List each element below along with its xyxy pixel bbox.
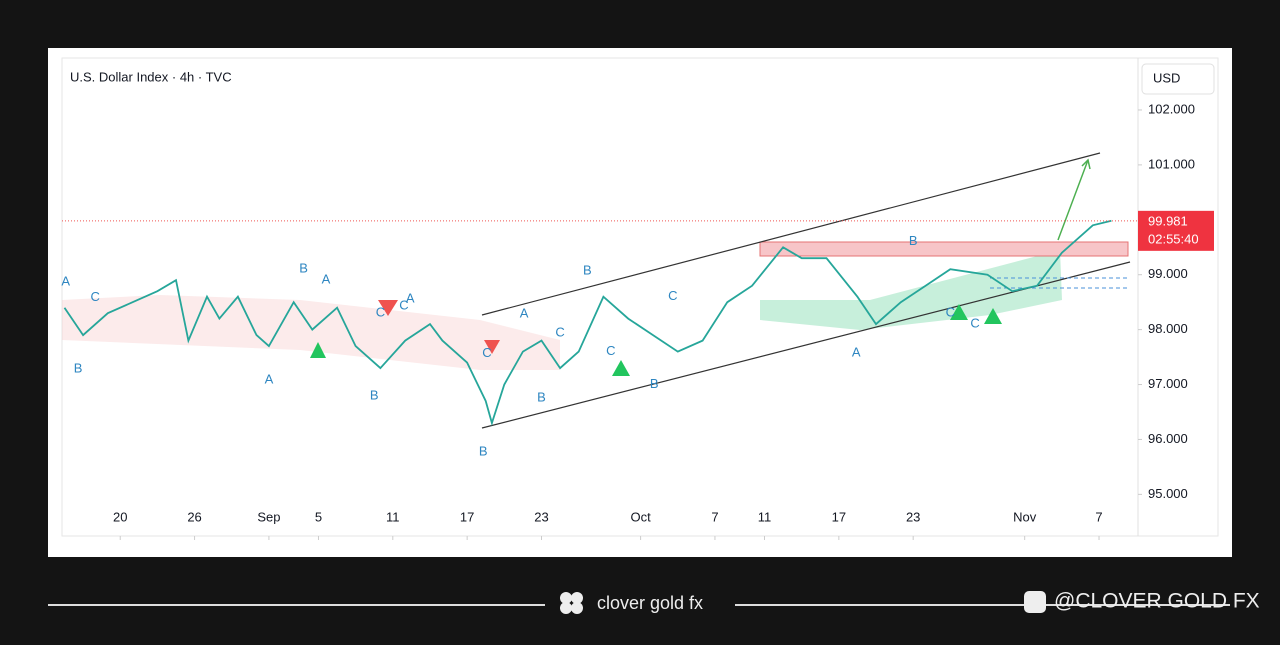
x-tick-label: 20 — [113, 509, 127, 524]
x-tick-label: 17 — [460, 509, 474, 524]
pattern-label: A — [520, 306, 529, 321]
buy-signal — [984, 308, 1002, 324]
sell-signal — [378, 300, 398, 316]
x-tick-label: 23 — [906, 509, 920, 524]
y-tick-label: 102.000 — [1148, 101, 1195, 116]
pattern-label: B — [650, 376, 659, 391]
brand-logo — [560, 592, 583, 614]
pattern-label: C — [668, 288, 677, 303]
chart-title: U.S. Dollar Index · 4h · TVC — [70, 69, 232, 84]
x-tick-label: 23 — [534, 509, 548, 524]
pattern-label: C — [970, 316, 979, 331]
pattern-label: B — [479, 444, 488, 459]
y-tick-label: 96.000 — [1148, 431, 1188, 446]
pattern-label: B — [909, 233, 918, 248]
currency: USD — [1153, 70, 1180, 85]
pattern-label: A — [265, 372, 274, 387]
projection-arrow-head — [1081, 158, 1091, 170]
pattern-label: C — [482, 345, 491, 360]
x-tick-label: 11 — [386, 509, 400, 524]
resistance-zone — [759, 241, 1129, 257]
brand: clover gold fx — [597, 593, 703, 613]
pattern-label: C — [91, 289, 100, 304]
pattern-label: B — [299, 261, 308, 276]
x-tick-label: 7 — [1095, 509, 1102, 524]
x-tick-label: 5 — [315, 509, 322, 524]
handle: @CLOVER GOLD FX — [1054, 590, 1260, 613]
pattern-label: B — [370, 388, 379, 403]
buy-signal — [612, 360, 630, 376]
facebook-icon — [1024, 591, 1046, 613]
y-tick-label: 101.000 — [1148, 156, 1195, 171]
price-tag-countdown: 02:55:40 — [1148, 231, 1199, 246]
y-tick-label: 97.000 — [1148, 376, 1188, 391]
pattern-label: A — [61, 273, 70, 288]
pattern-label: B — [583, 262, 592, 277]
x-tick-label: 7 — [711, 509, 718, 524]
y-tick-label: 98.000 — [1148, 321, 1188, 336]
plot-frame — [61, 57, 1219, 537]
buy-signal — [310, 342, 326, 358]
currency-box[interactable] — [1141, 63, 1215, 95]
pattern-label: C — [376, 305, 385, 320]
cloud — [760, 250, 1062, 330]
x-tick-label: Nov — [1013, 509, 1037, 524]
x-tick-label: Sep — [257, 509, 280, 524]
x-tick-label: 17 — [832, 509, 846, 524]
cloud — [62, 295, 560, 370]
projection-arrow — [1057, 159, 1089, 241]
pattern-label: C — [555, 324, 564, 339]
pattern-label: A — [852, 345, 861, 360]
x-tick-label: Oct — [630, 509, 651, 524]
y-tick-label: 95.000 — [1148, 486, 1188, 501]
pattern-label: B — [537, 390, 546, 405]
pattern-label: C — [399, 297, 408, 312]
channel-line — [481, 152, 1101, 316]
pattern-label: C — [606, 343, 615, 358]
sell-signal — [484, 340, 500, 354]
pattern-label: A — [406, 290, 415, 305]
price-tag-value: 99.981 — [1148, 213, 1188, 228]
buy-signal — [950, 304, 968, 320]
y-tick-label: 99.000 — [1148, 266, 1188, 281]
pattern-label: B — [74, 361, 83, 376]
pattern-label: A — [322, 272, 331, 287]
price-tag — [1138, 210, 1214, 251]
x-tick-label: 26 — [187, 509, 201, 524]
x-tick-label: 11 — [758, 509, 772, 524]
pattern-label: C — [946, 305, 955, 320]
price-line — [63, 219, 1112, 427]
